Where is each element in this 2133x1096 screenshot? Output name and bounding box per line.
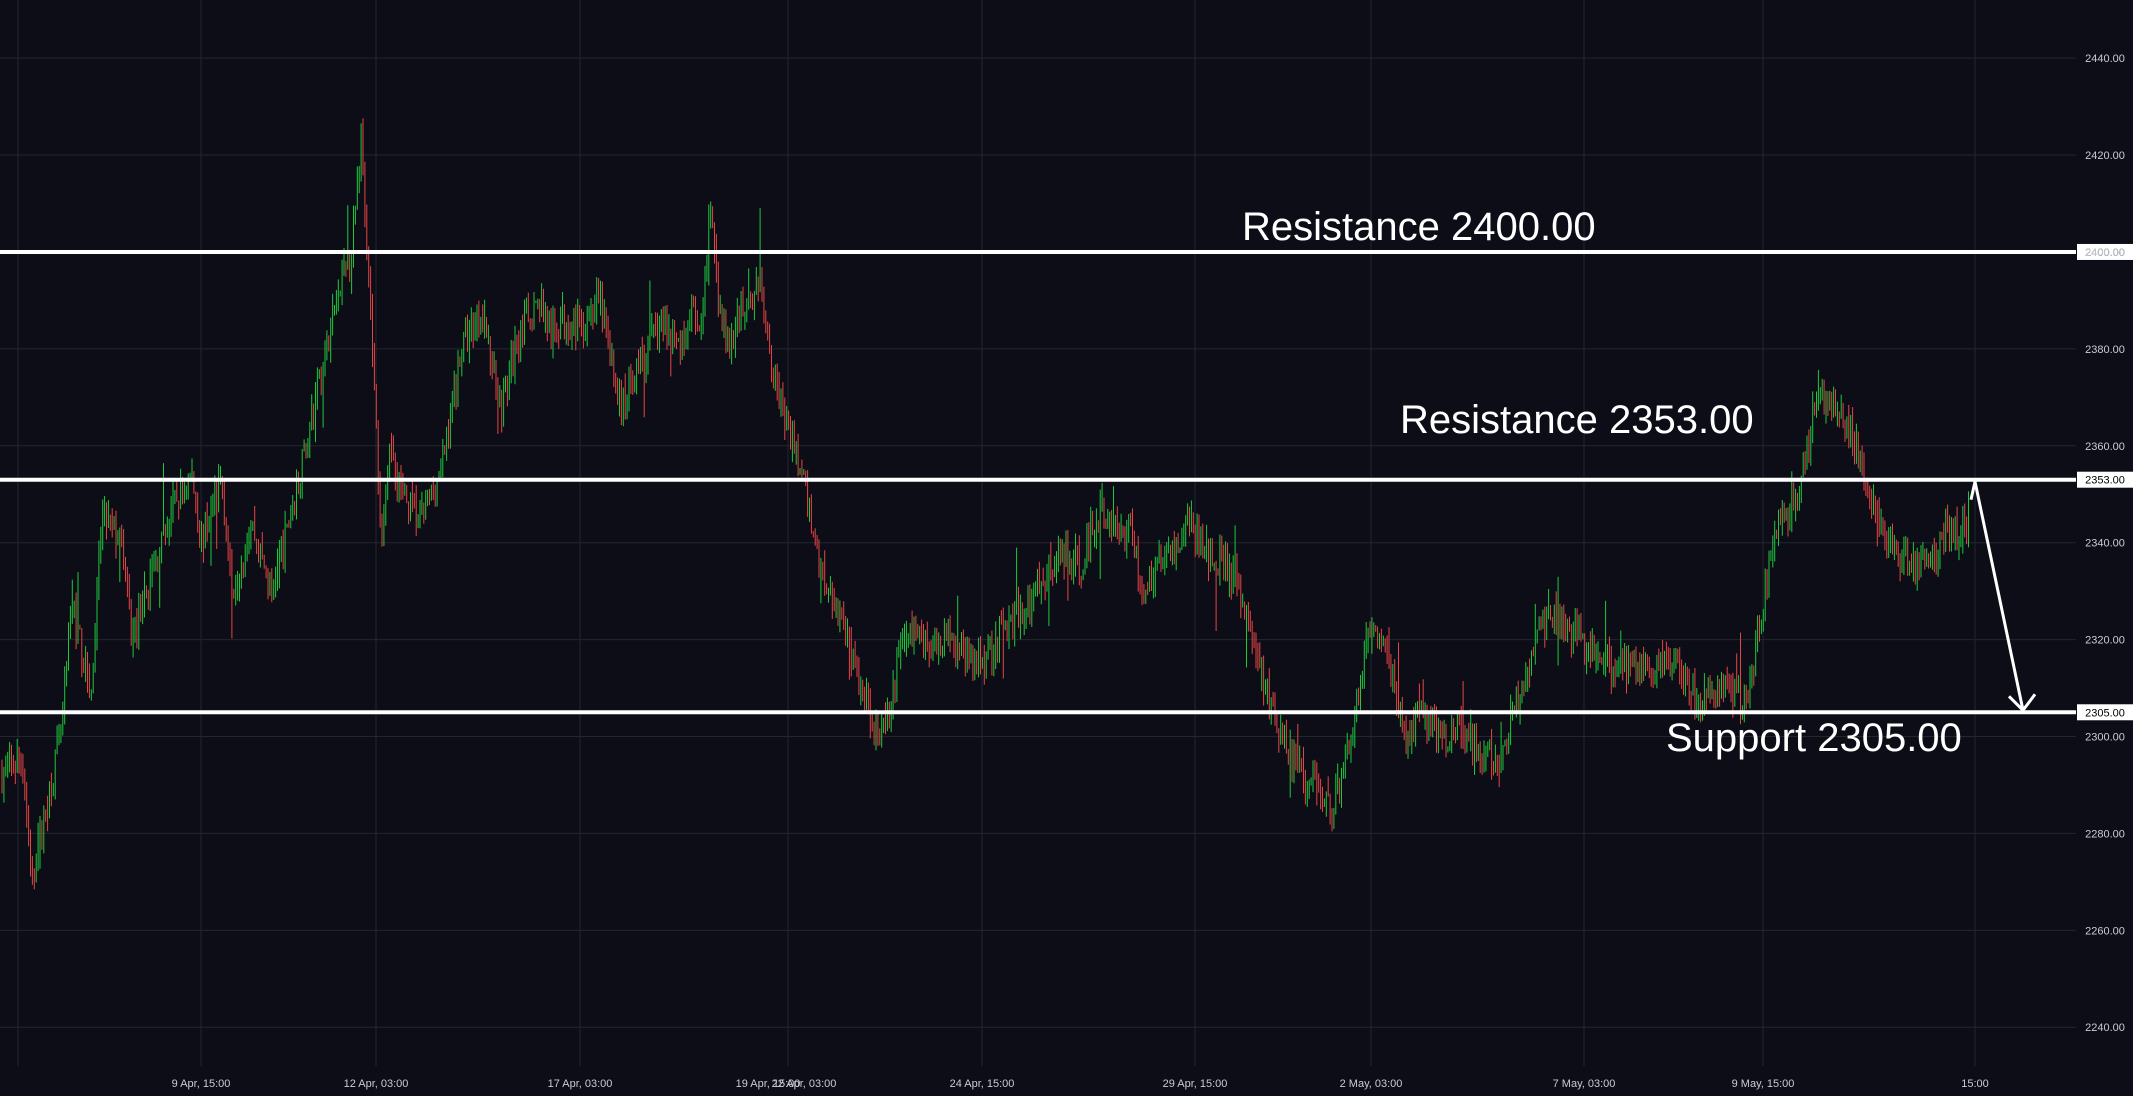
x-tick-label: 19 Apr, 15:00 [736, 1078, 801, 1090]
level-annotation: Resistance 2353.00 [1400, 398, 1754, 442]
y-tick-label: 2360.00 [2085, 441, 2125, 453]
x-tick-label: 17 Apr, 03:00 [548, 1078, 613, 1090]
time-axis[interactable]: 9 Apr, 15:00 12 Apr, 03:00 17 Apr, 03:00 19… [172, 1078, 1989, 1090]
arrow-head [2007, 693, 2037, 712]
y-tick-label: 2320.00 [2085, 635, 2125, 647]
y-tick-label: 2420.00 [2085, 150, 2125, 162]
x-tick-label: 12 Apr, 03:00 [344, 1078, 409, 1090]
projection-arrow [1969, 480, 2037, 712]
arrow-path [1969, 480, 2025, 711]
level-price-tag-text: 2353.00 [2085, 475, 2125, 487]
y-tick-label: 2240.00 [2085, 1022, 2125, 1034]
level-annotation: Support 2305.00 [1666, 716, 1962, 760]
level-price-tag [2077, 471, 2133, 488]
x-tick-label: 9 Apr, 15:00 [172, 1078, 231, 1090]
level-price-tag [2077, 704, 2133, 721]
y-tick-label: 2260.00 [2085, 925, 2125, 937]
y-tick-label: 2400.00 [2085, 247, 2125, 259]
price-axis[interactable]: 2240.00 2260.00 2280.00 2300.00 2320.00 2340.… [2085, 53, 2125, 1034]
y-tick-label: 2340.00 [2085, 538, 2125, 550]
x-tick-label: 29 Apr, 15:00 [1163, 1078, 1228, 1090]
y-tick-label: 2300.00 [2085, 732, 2125, 744]
level-price-tag-text: 2305.00 [2085, 707, 2125, 719]
level-price-tag [2077, 243, 2133, 260]
candlestick-series [1, 118, 1969, 890]
x-tick-label: 15:00 [1961, 1078, 1989, 1090]
level-annotation: Resistance 2400.00 [1242, 205, 1596, 249]
x-tick-label: 24 Apr, 15:00 [950, 1078, 1015, 1090]
y-tick-label: 2380.00 [2085, 344, 2125, 356]
x-tick-label: 7 May, 03:00 [1553, 1078, 1616, 1090]
level-annotations: Resistance 2400.00 Resistance 2353.00 Supp… [1242, 205, 1962, 760]
level-price-tag-text: 2400.00 [2085, 247, 2125, 259]
support-resistance-lines: 2400.00 2353.00 2305.00 [0, 243, 2133, 721]
y-tick-label: 2280.00 [2085, 828, 2125, 840]
x-tick-label: 2 May, 03:00 [1340, 1078, 1403, 1090]
y-tick-label: 2440.00 [2085, 53, 2125, 65]
x-tick-label: 22 Apr, 03:00 [772, 1078, 837, 1090]
x-tick-label: 9 May, 15:00 [1732, 1078, 1795, 1090]
